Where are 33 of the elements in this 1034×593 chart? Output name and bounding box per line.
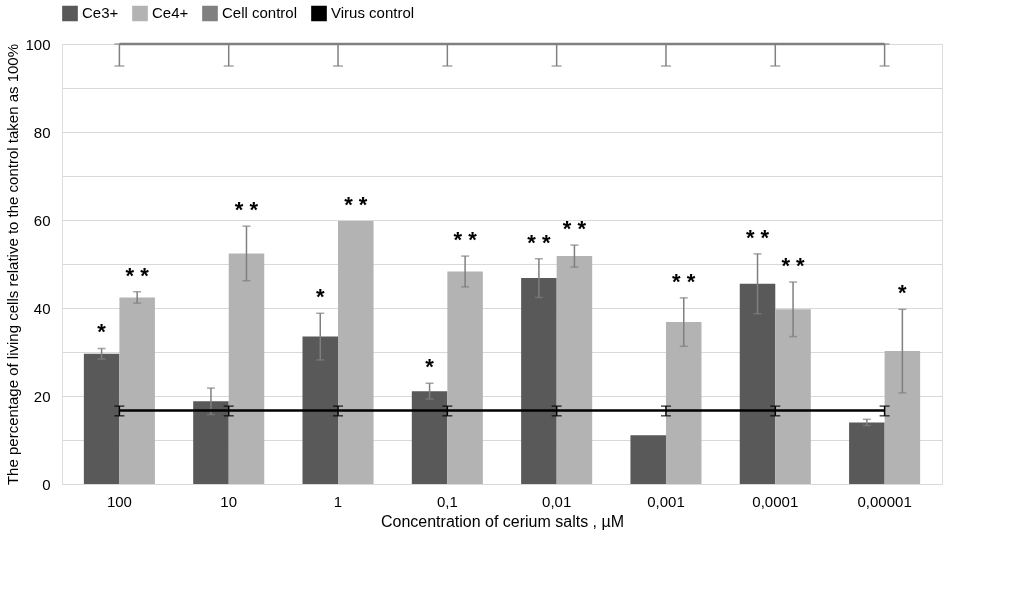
x-tick-label: 100 — [106, 492, 132, 510]
data-label: * * — [562, 216, 587, 242]
data-label: * * — [527, 229, 551, 255]
x-tick-label: 0,1 — [436, 492, 458, 510]
data-label: * * — [745, 224, 770, 250]
data-label: * * — [344, 191, 368, 217]
data-label: * — [97, 319, 107, 345]
data-label: * * — [125, 262, 150, 288]
data-label: * * — [672, 268, 696, 294]
data-label: * * — [781, 253, 806, 279]
y-tick-label: 80 — [33, 123, 51, 141]
y-tick-label: 0 — [42, 475, 51, 493]
y-tick-label: 60 — [33, 211, 51, 229]
data-label: * — [425, 354, 435, 380]
x-axis-title: Concentration of cerium salts , µM — [380, 512, 625, 530]
data-label: * * — [234, 197, 259, 223]
legend-label: Ce3+ — [82, 4, 119, 22]
y-tick-label: 100 — [25, 35, 51, 53]
legend-label: Cell control — [222, 4, 298, 22]
x-tick-label: 10 — [220, 492, 238, 510]
y-tick-label: 40 — [33, 299, 51, 317]
data-label: * — [315, 284, 325, 310]
x-tick-label: 0,001 — [647, 492, 685, 510]
legend-label: Ce4+ — [152, 4, 189, 22]
x-tick-label: 1 — [333, 492, 343, 510]
x-tick-label: 0,01 — [542, 492, 572, 510]
data-label: * * — [453, 227, 478, 253]
y-axis-title: The percentage of living cells relative to the control taken as 100% — [4, 43, 22, 486]
x-tick-label: 0,0001 — [752, 492, 799, 510]
data-label: * — [898, 280, 908, 306]
legend-label: Virus control — [331, 4, 415, 22]
y-tick-label: 20 — [33, 387, 51, 405]
x-tick-label: 0,00001 — [857, 492, 912, 510]
